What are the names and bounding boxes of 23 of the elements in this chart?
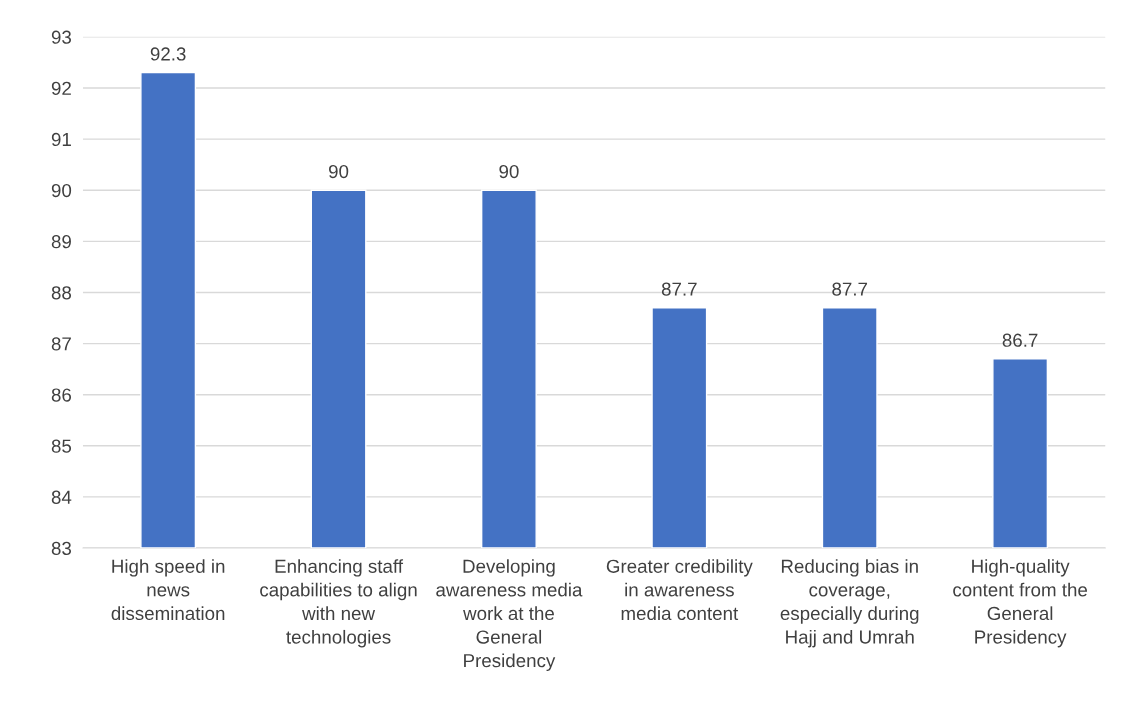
data-label: 86.7	[1002, 333, 1038, 347]
y-tick-label: 85	[51, 439, 72, 453]
y-tick-label: 90	[51, 183, 72, 198]
x-tick-label: Enhancing staff capabilities to align with new technologies	[260, 559, 417, 648]
x-tick-label: Developing awareness media work at the General Presidency	[436, 559, 583, 671]
data-label: 90	[328, 164, 349, 179]
y-tick-label: 89	[51, 235, 71, 249]
y-tick-label: 88	[51, 286, 72, 300]
y-tick-label: 93	[51, 30, 72, 44]
data-label: 87.7	[832, 282, 868, 296]
x-tick-label: Reducing bias in coverage, especially during Hajj and Umrah	[780, 559, 919, 648]
y-tick-label: 91	[51, 132, 71, 147]
y-tick-label: 92	[51, 81, 71, 95]
x-tick-label: High-quality content from the General Presidency	[953, 559, 1088, 648]
x-tick-label: High speed in news dissemination	[111, 559, 225, 621]
data-label: 90	[499, 164, 519, 179]
y-tick-label: 84	[51, 490, 72, 504]
y-tick-label: 83	[51, 541, 72, 556]
data-label: 87.7	[661, 282, 697, 296]
data-label: 92.3	[150, 47, 186, 61]
y-tick-label: 86	[51, 388, 72, 402]
y-tick-label: 87	[51, 337, 71, 351]
x-tick-label: Greater credibility in awareness media content	[606, 559, 753, 621]
